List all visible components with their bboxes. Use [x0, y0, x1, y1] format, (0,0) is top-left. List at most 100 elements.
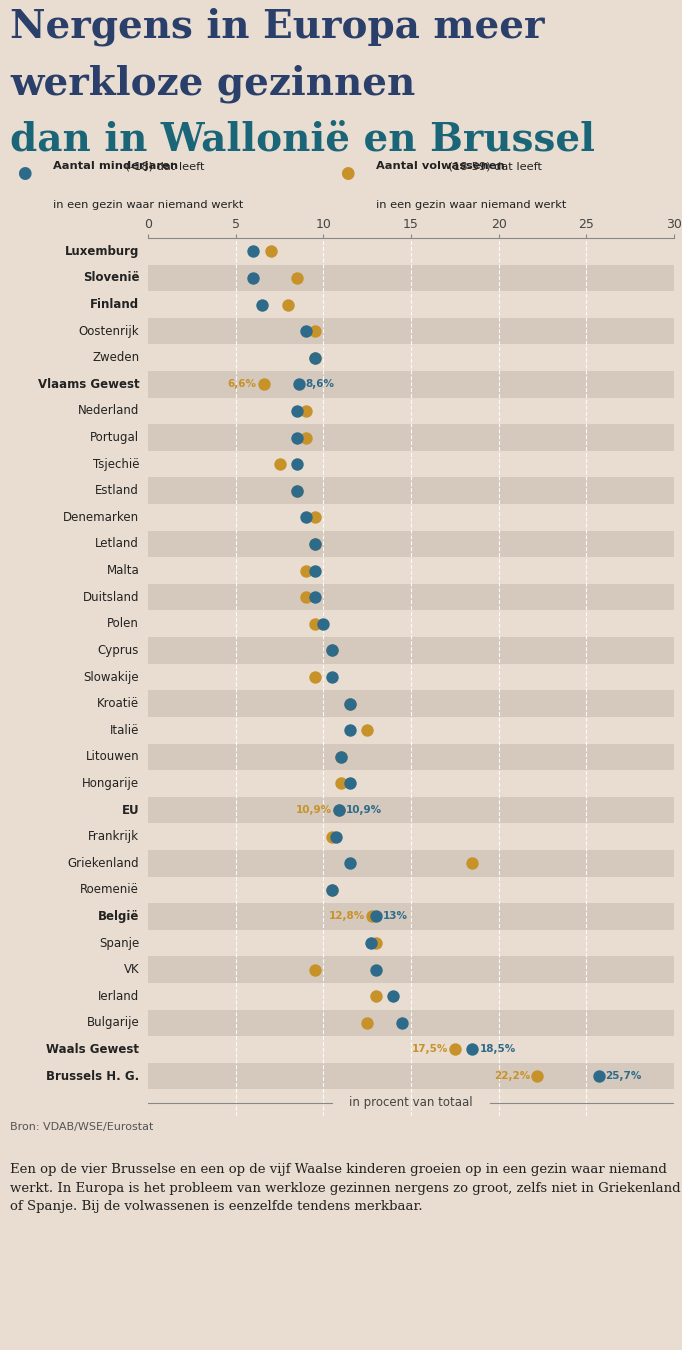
Point — [309, 320, 320, 342]
Point — [397, 1012, 408, 1034]
Text: Waals Gewest: Waals Gewest — [46, 1044, 139, 1056]
Text: Oostenrijk: Oostenrijk — [78, 324, 139, 338]
Point — [292, 454, 303, 475]
Point — [274, 454, 285, 475]
Text: Polen: Polen — [107, 617, 139, 630]
Text: Zweden: Zweden — [92, 351, 139, 364]
Text: Spanje: Spanje — [99, 937, 139, 949]
Point — [327, 826, 338, 848]
Point — [292, 400, 303, 421]
Bar — [148, 424, 674, 451]
Point — [330, 826, 341, 848]
Point — [327, 640, 338, 662]
Point — [293, 374, 304, 396]
Point — [309, 666, 320, 687]
Text: in een gezin waar niemand werkt: in een gezin waar niemand werkt — [376, 200, 567, 209]
Text: 25,7%: 25,7% — [606, 1071, 642, 1081]
Text: Letland: Letland — [95, 537, 139, 551]
Point — [300, 400, 311, 421]
Bar — [148, 690, 674, 717]
Point — [309, 347, 320, 369]
Text: Finland: Finland — [90, 298, 139, 311]
Bar — [148, 558, 674, 585]
Text: Ierland: Ierland — [98, 990, 139, 1003]
Text: Nederland: Nederland — [78, 405, 139, 417]
Point — [449, 1038, 460, 1060]
Text: Portugal: Portugal — [90, 431, 139, 444]
Text: Brussels H. G.: Brussels H. G. — [46, 1069, 139, 1083]
Text: Cyprus: Cyprus — [98, 644, 139, 657]
Text: ●: ● — [340, 163, 355, 182]
Text: Luxemburg: Luxemburg — [65, 244, 139, 258]
Point — [292, 481, 303, 502]
Bar — [148, 610, 674, 637]
Bar — [148, 876, 674, 903]
Text: België: België — [98, 910, 139, 923]
Text: Bron: VDAB/WSE/Eurostat: Bron: VDAB/WSE/Eurostat — [10, 1122, 153, 1133]
Text: Litouwen: Litouwen — [86, 751, 139, 763]
Point — [300, 586, 311, 608]
Text: dan in Wallonië en Brussel: dan in Wallonië en Brussel — [10, 120, 595, 158]
Point — [265, 240, 276, 262]
Point — [300, 427, 311, 448]
Text: 22,2%: 22,2% — [494, 1071, 530, 1081]
Text: Estland: Estland — [95, 485, 139, 497]
Text: Hongarije: Hongarije — [82, 776, 139, 790]
Text: Frankrijk: Frankrijk — [88, 830, 139, 844]
Point — [327, 640, 338, 662]
Point — [300, 506, 311, 528]
Point — [336, 772, 346, 794]
Point — [300, 560, 311, 582]
Text: Nergens in Europa meer: Nergens in Europa meer — [10, 8, 544, 46]
Text: Aantal minderjaren: Aantal minderjaren — [53, 162, 178, 171]
Text: (-18) dat leeft: (-18) dat leeft — [53, 162, 205, 171]
Point — [532, 1065, 543, 1087]
Text: 17,5%: 17,5% — [411, 1045, 448, 1054]
Text: 13%: 13% — [383, 911, 408, 922]
Point — [367, 906, 378, 927]
Bar — [148, 1010, 674, 1037]
Bar — [148, 531, 674, 558]
Point — [467, 852, 478, 873]
Bar — [148, 344, 674, 371]
Point — [283, 294, 294, 316]
Point — [248, 240, 258, 262]
Text: in een gezin waar niemand werkt: in een gezin waar niemand werkt — [53, 200, 243, 209]
Bar — [148, 371, 674, 398]
Point — [258, 374, 269, 396]
Bar — [148, 265, 674, 292]
Point — [327, 879, 338, 900]
Bar — [148, 585, 674, 610]
Point — [309, 533, 320, 555]
Bar — [148, 478, 674, 504]
Point — [336, 747, 346, 768]
Point — [344, 693, 355, 714]
Point — [344, 720, 355, 741]
Point — [467, 1038, 478, 1060]
Point — [309, 613, 320, 634]
Bar — [148, 717, 674, 744]
Point — [309, 533, 320, 555]
Point — [344, 772, 355, 794]
Point — [370, 986, 381, 1007]
Point — [344, 852, 355, 873]
Point — [333, 799, 344, 821]
Point — [361, 1012, 372, 1034]
Bar — [148, 903, 674, 930]
Point — [309, 586, 320, 608]
Bar — [148, 796, 674, 824]
Point — [309, 560, 320, 582]
Point — [318, 613, 329, 634]
Text: Slovenië: Slovenië — [83, 271, 139, 285]
Bar — [148, 504, 674, 531]
Text: Bulgarije: Bulgarije — [87, 1017, 139, 1030]
Bar — [148, 1089, 674, 1116]
Point — [256, 294, 267, 316]
Bar — [148, 317, 674, 344]
Point — [292, 481, 303, 502]
Point — [333, 799, 344, 821]
Bar — [148, 824, 674, 850]
Text: werkloze gezinnen: werkloze gezinnen — [10, 65, 415, 103]
Text: 10,9%: 10,9% — [296, 805, 332, 815]
Point — [327, 879, 338, 900]
